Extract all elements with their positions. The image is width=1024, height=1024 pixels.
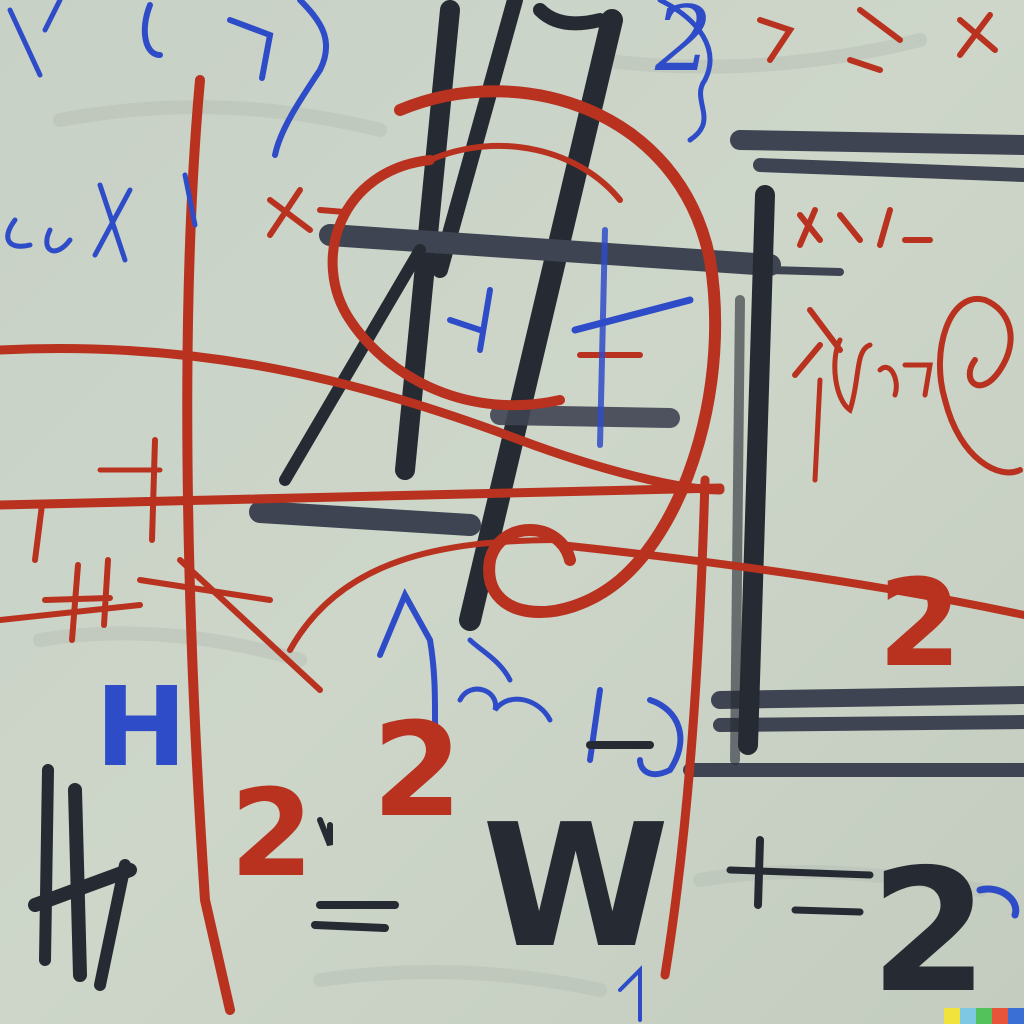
blue-scribbles [5,0,1020,1022]
signature-swatch-green [976,1008,992,1024]
red-right-loop [936,295,1023,476]
big-letter-w-text: W [482,788,670,986]
black-letter-h-left [28,764,137,991]
black-marks-bottom-right [311,741,874,932]
red-cross-marks [137,7,998,693]
red-number-two-center: 2 [372,694,462,846]
red-vertical-lines [32,75,710,1015]
red-number-two-right: 2 [878,555,962,694]
red-horizontal-lines [0,344,1024,623]
signature-swatch-blue [1008,1008,1024,1024]
dark-frame-vertical [730,185,775,765]
red-number-two-left: 2 [230,765,314,904]
dark-diagonal-line [279,244,426,486]
red-squiggle-formula [812,337,933,483]
signature-swatch-yellow [944,1008,960,1024]
red-letter-h-left [42,595,113,603]
red-number-two-upper: 2 [654,0,712,92]
big-number-two-bottom-right: 2 [870,833,988,1024]
signature-color-bar [944,1008,1024,1024]
dark-horizontal-strokes [249,130,1024,777]
blue-letter-h: H [95,663,187,791]
signature-swatch-red [992,1008,1008,1024]
big-letter-w: W [482,788,670,986]
red-circle-strokes [287,85,722,653]
signature-swatch-cyan [960,1008,976,1024]
